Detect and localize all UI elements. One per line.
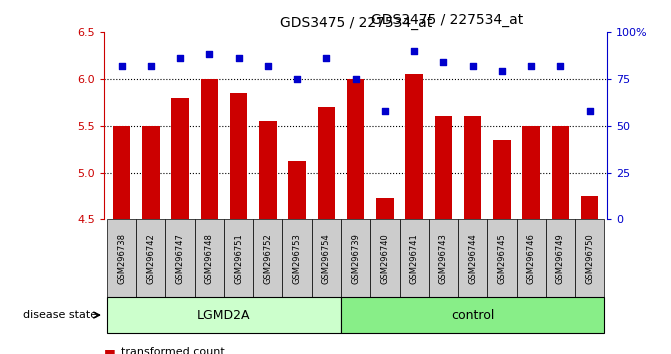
Text: GSM296750: GSM296750 bbox=[585, 233, 595, 284]
Point bbox=[380, 108, 391, 114]
Text: GSM296747: GSM296747 bbox=[176, 233, 185, 284]
Text: GSM296751: GSM296751 bbox=[234, 233, 243, 284]
Bar bbox=[575, 219, 605, 297]
Text: control: control bbox=[451, 309, 495, 321]
Text: GSM296738: GSM296738 bbox=[117, 233, 126, 284]
Bar bbox=[253, 219, 282, 297]
Text: GSM296745: GSM296745 bbox=[497, 233, 507, 284]
Bar bbox=[166, 219, 195, 297]
Point bbox=[234, 55, 244, 61]
Text: GDS3475 / 227534_at: GDS3475 / 227534_at bbox=[370, 13, 523, 27]
Bar bbox=[107, 219, 136, 297]
Bar bbox=[224, 219, 253, 297]
Bar bbox=[435, 116, 452, 219]
Bar bbox=[201, 79, 218, 219]
Bar bbox=[341, 297, 605, 333]
Point bbox=[526, 63, 537, 68]
Bar bbox=[517, 219, 546, 297]
Bar bbox=[493, 140, 511, 219]
Bar bbox=[464, 116, 481, 219]
Point bbox=[146, 63, 156, 68]
Bar bbox=[552, 126, 569, 219]
Bar bbox=[259, 121, 276, 219]
Text: GSM296753: GSM296753 bbox=[293, 233, 301, 284]
Bar bbox=[347, 79, 364, 219]
Point bbox=[438, 59, 449, 65]
Bar bbox=[282, 219, 312, 297]
Bar bbox=[487, 219, 517, 297]
Bar bbox=[341, 219, 370, 297]
Bar bbox=[171, 97, 189, 219]
Text: GSM296748: GSM296748 bbox=[205, 233, 214, 284]
Point bbox=[350, 76, 361, 81]
Bar bbox=[113, 126, 130, 219]
Text: ■: ■ bbox=[104, 347, 116, 354]
Bar bbox=[317, 107, 335, 219]
Bar bbox=[399, 219, 429, 297]
Point bbox=[174, 55, 185, 61]
Point bbox=[584, 108, 595, 114]
Text: GSM296749: GSM296749 bbox=[556, 233, 565, 284]
Bar bbox=[523, 126, 540, 219]
Text: GSM296744: GSM296744 bbox=[468, 233, 477, 284]
Bar bbox=[142, 126, 160, 219]
Bar bbox=[136, 219, 166, 297]
Bar bbox=[376, 198, 394, 219]
Point bbox=[409, 48, 419, 53]
Point bbox=[497, 68, 507, 74]
Text: GSM296746: GSM296746 bbox=[527, 233, 535, 284]
Text: GSM296741: GSM296741 bbox=[410, 233, 419, 284]
Text: disease state: disease state bbox=[23, 310, 97, 320]
Point bbox=[555, 63, 566, 68]
Point bbox=[204, 52, 215, 57]
Point bbox=[116, 63, 127, 68]
Bar bbox=[312, 219, 341, 297]
Bar bbox=[458, 219, 487, 297]
Text: GSM296743: GSM296743 bbox=[439, 233, 448, 284]
Bar bbox=[405, 74, 423, 219]
Bar bbox=[195, 219, 224, 297]
Text: GDS3475 / 227534_at: GDS3475 / 227534_at bbox=[280, 16, 431, 30]
Bar bbox=[546, 219, 575, 297]
Point bbox=[321, 55, 331, 61]
Text: GSM296739: GSM296739 bbox=[351, 233, 360, 284]
Text: GSM296754: GSM296754 bbox=[322, 233, 331, 284]
Text: GSM296752: GSM296752 bbox=[263, 233, 272, 284]
Bar bbox=[289, 161, 306, 219]
Point bbox=[467, 63, 478, 68]
Point bbox=[292, 76, 303, 81]
Text: GSM296740: GSM296740 bbox=[380, 233, 389, 284]
Bar bbox=[107, 297, 341, 333]
Text: LGMD2A: LGMD2A bbox=[197, 309, 251, 321]
Text: transformed count: transformed count bbox=[121, 347, 225, 354]
Point bbox=[262, 63, 273, 68]
Bar bbox=[429, 219, 458, 297]
Bar bbox=[229, 93, 248, 219]
Bar bbox=[370, 219, 399, 297]
Bar bbox=[581, 196, 599, 219]
Text: GSM296742: GSM296742 bbox=[146, 233, 155, 284]
